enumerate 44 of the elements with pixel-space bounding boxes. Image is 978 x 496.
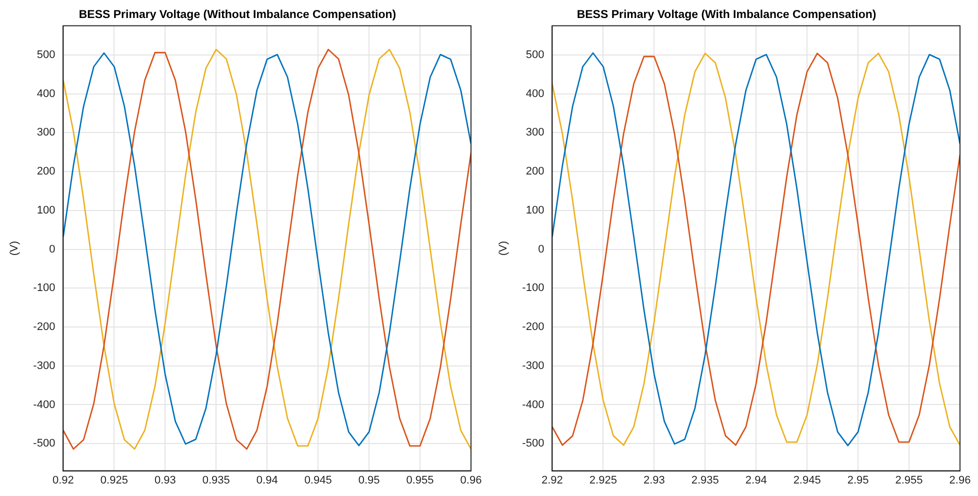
y-tick-label: 100: [526, 204, 544, 216]
x-tick-label: 2.95: [847, 474, 869, 486]
y-tick-label: -100: [522, 282, 544, 294]
y-tick-label: 100: [36, 204, 56, 216]
x-tick-label: 0.94: [256, 474, 278, 486]
x-tick-label: 0.935: [202, 474, 230, 486]
y-tick-label: 200: [36, 166, 56, 178]
x-tick-label: 0.95: [358, 474, 380, 486]
y-tick-label: 0: [538, 243, 544, 256]
y-tick-label: -300: [33, 360, 56, 372]
x-tick-label: 0.93: [154, 474, 176, 486]
x-tick-label: 0.92: [52, 474, 74, 486]
y-tick-label: 300: [36, 126, 56, 139]
x-tick-label: 2.925: [589, 474, 617, 486]
y-tick-label: -100: [33, 282, 56, 294]
x-tick-label: 0.945: [304, 474, 332, 486]
x-tick-label: 2.96: [949, 474, 971, 486]
y-tick-label: 500: [526, 48, 544, 61]
y-axis-title: (V): [8, 240, 21, 256]
x-tick-label: 2.94: [745, 474, 767, 486]
y-tick-label: -300: [522, 360, 544, 372]
chart-title: BESS Primary Voltage (With Imbalance Compensation): [576, 9, 876, 22]
x-tick-label: 0.925: [100, 474, 128, 486]
y-tick-label: -400: [522, 398, 544, 411]
x-tick-label: 2.92: [542, 474, 563, 486]
y-tick-label: -200: [522, 321, 544, 334]
y-tick-label: 300: [526, 126, 544, 139]
x-tick-label: 2.93: [643, 474, 665, 486]
x-tick-label: 2.955: [895, 474, 923, 486]
x-tick-label: 0.955: [406, 474, 434, 486]
y-tick-label: -200: [33, 321, 56, 334]
y-tick-label: -500: [33, 438, 56, 450]
chart-title: BESS Primary Voltage (Without Imbalance Compensation): [78, 9, 396, 22]
y-tick-label: 200: [526, 166, 544, 178]
y-tick-label: 400: [36, 88, 56, 100]
y-axis-title: (V): [498, 240, 510, 256]
x-tick-label: 2.945: [793, 474, 821, 486]
x-tick-label: 2.935: [691, 474, 719, 486]
y-tick-label: 0: [49, 243, 56, 256]
y-tick-label: -400: [33, 398, 56, 411]
x-tick-label: 0.96: [460, 474, 482, 486]
y-tick-label: 500: [36, 48, 56, 61]
y-tick-label: -500: [522, 438, 544, 450]
y-tick-label: 400: [526, 88, 544, 100]
